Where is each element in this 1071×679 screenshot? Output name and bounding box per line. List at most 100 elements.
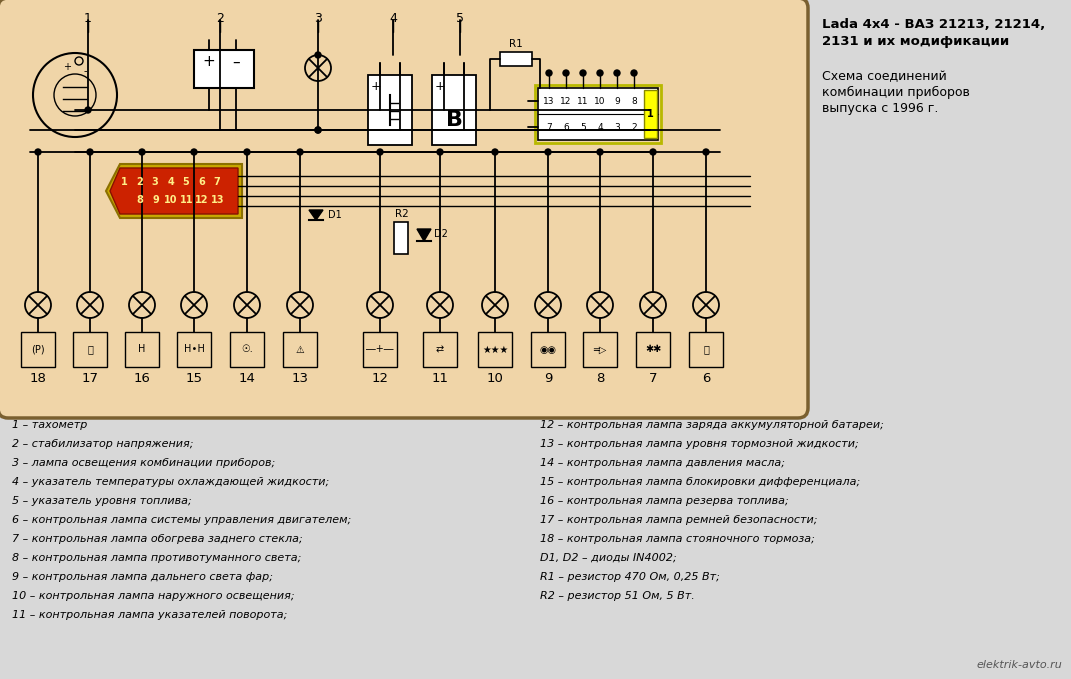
Text: 11: 11 [432, 373, 449, 386]
Text: 8: 8 [595, 373, 604, 386]
Text: 2131 и их модификации: 2131 и их модификации [823, 35, 1009, 48]
Text: 10: 10 [594, 96, 606, 105]
Text: 13: 13 [211, 195, 224, 205]
Circle shape [441, 107, 447, 113]
Text: +: + [371, 81, 381, 94]
Circle shape [35, 149, 41, 155]
Text: 11 – контрольная лампа указателей поворота;: 11 – контрольная лампа указателей поворо… [12, 610, 287, 620]
Text: 5: 5 [580, 122, 586, 132]
Text: 4: 4 [389, 12, 397, 25]
Circle shape [614, 70, 620, 76]
Bar [636, 332, 670, 367]
Text: 7 – контрольная лампа обогрева заднего стекла;: 7 – контрольная лампа обогрева заднего с… [12, 534, 303, 544]
Bar [423, 332, 457, 367]
Text: 2: 2 [631, 122, 637, 132]
Polygon shape [106, 164, 242, 218]
Text: (P): (P) [31, 344, 45, 354]
Bar [432, 75, 476, 145]
Text: 17 – контрольная лампа ремней безопасности;: 17 – контрольная лампа ремней безопаснос… [540, 515, 817, 525]
Text: 2: 2 [136, 177, 142, 187]
Text: 10: 10 [164, 195, 178, 205]
Circle shape [580, 70, 586, 76]
Text: D2: D2 [434, 229, 448, 239]
Circle shape [315, 127, 321, 133]
Text: ═▷: ═▷ [593, 344, 606, 354]
Text: D1, D2 – диоды IN4002;: D1, D2 – диоды IN4002; [540, 553, 677, 563]
Text: +: + [435, 81, 446, 94]
Circle shape [703, 149, 709, 155]
Circle shape [397, 127, 403, 133]
Text: Схема соединений: Схема соединений [823, 70, 947, 83]
Text: 4 – указатель температуры охлаждающей жидкости;: 4 – указатель температуры охлаждающей жи… [12, 477, 329, 487]
Text: 1: 1 [121, 177, 127, 187]
Text: R1 – резистор 470 Ом, 0,25 Вт;: R1 – резистор 470 Ом, 0,25 Вт; [540, 572, 720, 582]
Circle shape [597, 70, 603, 76]
Text: 13: 13 [543, 96, 555, 105]
Circle shape [377, 107, 383, 113]
Text: 9 – контрольная лампа дальнего света фар;: 9 – контрольная лампа дальнего света фар… [12, 572, 273, 582]
Text: 16: 16 [134, 373, 150, 386]
Circle shape [315, 52, 321, 58]
Circle shape [492, 149, 498, 155]
Circle shape [597, 149, 603, 155]
Bar [583, 332, 617, 367]
Text: ⇄: ⇄ [436, 344, 444, 354]
FancyBboxPatch shape [0, 0, 808, 418]
Text: 7: 7 [546, 122, 552, 132]
Bar [363, 332, 397, 367]
Bar [394, 222, 408, 254]
Text: 5: 5 [183, 177, 190, 187]
Text: Lada 4x4 - ВАЗ 21213, 21214,: Lada 4x4 - ВАЗ 21213, 21214, [823, 18, 1045, 31]
Text: 8 – контрольная лампа противотуманного света;: 8 – контрольная лампа противотуманного с… [12, 553, 301, 563]
Text: +: + [202, 54, 215, 69]
Text: 6: 6 [198, 177, 205, 187]
Bar [230, 332, 263, 367]
Text: 3 – лампа освещения комбинации приборов;: 3 – лампа освещения комбинации приборов; [12, 458, 275, 468]
Bar [538, 88, 658, 140]
Circle shape [191, 149, 197, 155]
Text: ☉.: ☉. [241, 344, 253, 354]
Polygon shape [417, 229, 431, 241]
Text: 13 – контрольная лампа уровня тормозной жидкости;: 13 – контрольная лампа уровня тормозной … [540, 439, 859, 449]
Text: выпуска с 1996 г.: выпуска с 1996 г. [823, 102, 938, 115]
Text: –: – [232, 54, 240, 69]
Text: ⚠: ⚠ [296, 344, 304, 354]
Text: комбинации приборов: комбинации приборов [823, 86, 970, 99]
Text: 17: 17 [81, 373, 99, 386]
Circle shape [631, 70, 637, 76]
Text: 11: 11 [577, 96, 589, 105]
Text: 16 – контрольная лампа резерва топлива;: 16 – контрольная лампа резерва топлива; [540, 496, 788, 506]
Bar [536, 85, 661, 143]
Text: 1: 1 [647, 109, 653, 119]
Text: 18 – контрольная лампа стояночного тормоза;: 18 – контрольная лампа стояночного тормо… [540, 534, 815, 544]
Text: +: + [63, 62, 71, 72]
Text: 3: 3 [614, 122, 620, 132]
Circle shape [545, 149, 550, 155]
Bar [177, 332, 211, 367]
Text: 6 – контрольная лампа системы управления двигателем;: 6 – контрольная лампа системы управления… [12, 515, 351, 525]
Text: R1: R1 [509, 39, 523, 49]
Circle shape [87, 149, 93, 155]
Text: 8: 8 [137, 195, 144, 205]
Text: 1: 1 [84, 12, 92, 25]
Bar [194, 50, 254, 88]
Bar [73, 332, 107, 367]
Text: 4: 4 [598, 122, 603, 132]
Text: 3: 3 [152, 177, 159, 187]
Circle shape [315, 127, 321, 133]
Text: elektrik-avto.ru: elektrik-avto.ru [977, 660, 1062, 670]
Bar [531, 332, 565, 367]
Circle shape [382, 125, 398, 141]
Text: R2: R2 [395, 209, 409, 219]
Text: 13: 13 [291, 373, 308, 386]
Text: 4: 4 [167, 177, 174, 187]
Text: 5: 5 [456, 12, 464, 25]
Text: 9: 9 [614, 96, 620, 105]
Text: 9: 9 [544, 373, 553, 386]
Polygon shape [310, 210, 323, 220]
Text: ★★★: ★★★ [482, 344, 508, 354]
Circle shape [85, 107, 91, 113]
Text: 11: 11 [180, 195, 193, 205]
Polygon shape [110, 168, 238, 214]
Text: 7: 7 [213, 177, 221, 187]
